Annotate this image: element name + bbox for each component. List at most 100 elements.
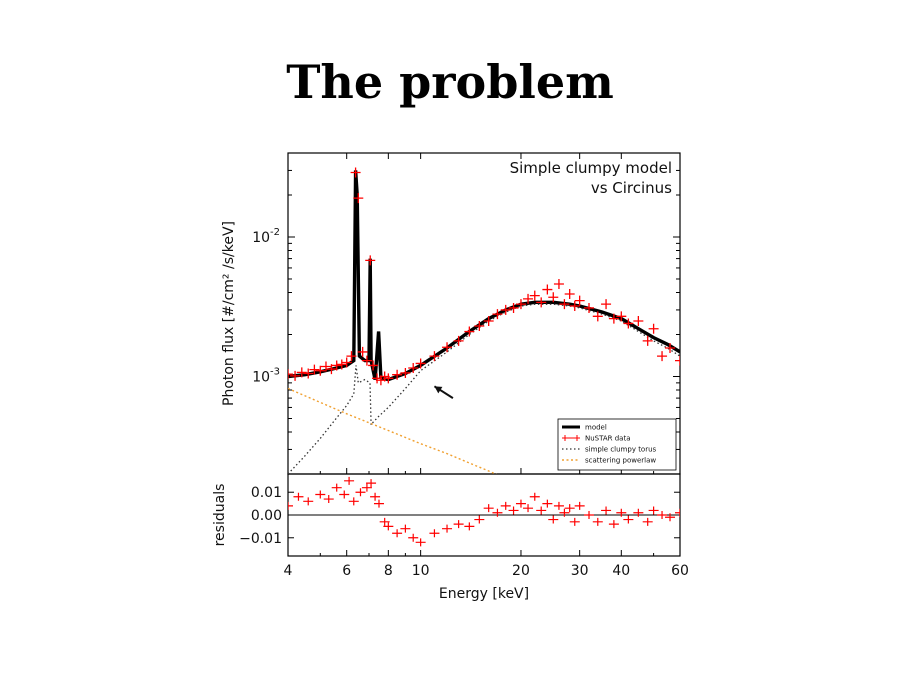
legend-swatch-marker [574, 435, 580, 441]
x-tick-label: 4 [284, 563, 293, 579]
residual-point [536, 506, 547, 515]
nustar-data-point [483, 315, 494, 326]
residual-point [642, 517, 653, 526]
nustar-data-point [665, 343, 676, 354]
legend-swatch-marker [562, 435, 568, 441]
residual-point [584, 511, 595, 519]
x-tick-label: 30 [571, 563, 589, 579]
residual-point [348, 497, 359, 506]
residual-point [303, 497, 314, 506]
nustar-data-point [515, 299, 526, 310]
residual-point [415, 538, 426, 547]
res-y-tick-label: 0.00 [251, 508, 282, 524]
residual-point [492, 508, 503, 517]
nustar-data-point [500, 304, 511, 315]
residual-axis-title: residuals [212, 484, 228, 547]
nustar-data-point [336, 359, 347, 370]
residual-point [315, 490, 326, 499]
x-tick-label: 8 [384, 563, 393, 579]
nustar-data-point [368, 360, 379, 371]
residual-point [553, 501, 564, 510]
nustar-data-point [548, 292, 559, 303]
series-model [288, 170, 680, 382]
residual-point [657, 511, 668, 519]
residual-point [383, 522, 394, 531]
residual-point [339, 490, 350, 499]
residual-point [500, 501, 511, 510]
residual-point [442, 524, 453, 533]
residual-point [548, 515, 559, 524]
residual-point [616, 508, 627, 517]
residual-point [323, 495, 334, 504]
x-tick-label: 60 [671, 563, 689, 579]
nustar-data-point [288, 369, 293, 380]
nustar-data-point [315, 365, 326, 376]
residual-point [429, 529, 440, 538]
nustar-data-point [442, 342, 453, 353]
nustar-data-point [346, 351, 357, 362]
nustar-data-point [616, 311, 627, 322]
nustar-data-point [553, 279, 564, 290]
x-tick-label: 10 [412, 563, 430, 579]
residual-point [366, 479, 377, 488]
residual-point [623, 515, 634, 524]
residual-point [515, 499, 526, 508]
nustar-data-point [303, 368, 314, 379]
residual-point [361, 483, 372, 492]
residual-point [523, 504, 534, 513]
nustar-data-point [474, 321, 485, 332]
legend-entry: scattering powerlaw [585, 457, 656, 465]
nustar-data-point [326, 364, 337, 375]
nustar-data-point [559, 299, 570, 310]
nustar-data-point [383, 373, 394, 384]
nustar-data-point [675, 355, 680, 366]
nustar-data-point [569, 301, 580, 312]
nustar-data-point [633, 315, 644, 326]
residual-point [373, 499, 384, 508]
y-tick-label: 10-2 [252, 227, 280, 246]
res-y-tick-label: −0.01 [239, 531, 282, 547]
nustar-data-point [400, 367, 411, 378]
x-tick-label: 40 [612, 563, 630, 579]
residual-point [574, 501, 585, 510]
residual-point [392, 529, 403, 538]
residual-point [288, 501, 293, 510]
residual-point [508, 506, 519, 515]
nustar-data-point [608, 313, 619, 324]
nustar-data-point [365, 255, 376, 266]
res-y-tick-label: 0.01 [251, 485, 282, 501]
residual-point [400, 524, 411, 533]
y-tick-label: 10-3 [252, 366, 280, 385]
residual-point [564, 504, 575, 513]
nustar-data-point [309, 364, 320, 375]
residual-point [633, 508, 644, 517]
nustar-data-point [492, 309, 503, 320]
residual-point [665, 513, 676, 522]
nustar-data-point [392, 369, 403, 380]
x-tick-label: 20 [512, 563, 530, 579]
chart-annotation-line: Simple clumpy model [510, 159, 672, 177]
residual-point [529, 492, 540, 501]
nustar-data-point [290, 370, 301, 381]
nustar-data-point [574, 295, 585, 306]
nustar-data-point [601, 299, 612, 310]
residual-point [331, 483, 342, 492]
nustar-data-point [453, 335, 464, 346]
residual-point [293, 492, 304, 501]
nustar-data-point [648, 323, 659, 334]
nustar-data-point [296, 367, 307, 378]
nustar-data-point [320, 361, 331, 372]
nustar-data-point [564, 289, 575, 300]
nustar-data-point [657, 351, 668, 362]
legend-entry: simple clumpy torus [585, 446, 657, 454]
residual-point [559, 508, 570, 517]
chart-annotation-line: vs Circinus [591, 179, 672, 197]
nustar-data-point [508, 302, 519, 313]
residual-point [601, 506, 612, 515]
residual-point [474, 515, 485, 524]
nustar-data-point [415, 358, 426, 369]
residual-point [355, 488, 366, 497]
residual-point [483, 504, 494, 513]
residual-point [379, 517, 390, 526]
residual-point [344, 476, 355, 485]
